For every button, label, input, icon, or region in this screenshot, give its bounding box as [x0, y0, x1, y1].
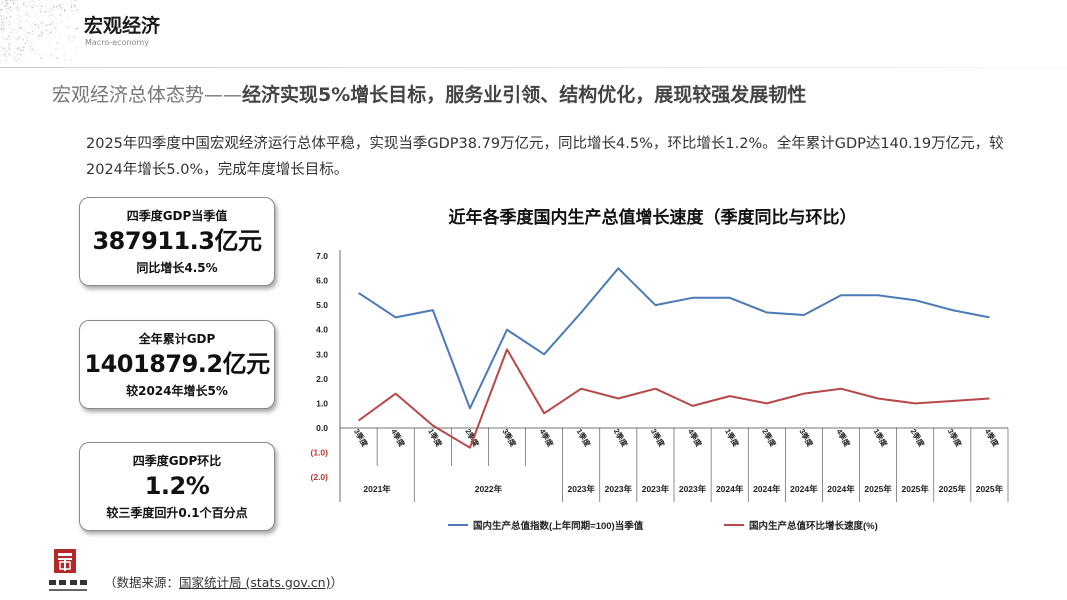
legend-label: 国内生产总值环比增长速度(%): [749, 520, 878, 532]
header-divider: [0, 67, 1067, 68]
data-source-note: （数据来源：国家统计局 (stats.gov.cn)）: [104, 572, 343, 591]
kpi-value: 1401879.2亿元: [84, 350, 270, 378]
summary-paragraph: 2025年四季度中国宏观经济运行总体平稳，实现当季GDP38.79万亿元，同比增…: [86, 136, 1004, 178]
y-tick-label: 1.0: [316, 398, 328, 408]
x-year-label: 2024年: [716, 484, 744, 494]
headline: 宏观经济总体态势——经济实现5%增长目标，服务业引领、结构优化，展现较强发展韧性: [52, 80, 806, 107]
x-year-label: 2025年: [864, 484, 892, 494]
x-quarter-label: 2季度: [760, 427, 778, 449]
section-title: 宏观经济: [84, 15, 161, 37]
x-year-label: 2023年: [605, 484, 633, 494]
headline-key: 经济实现5%增长目标，服务业引领、结构优化，展现较强发展韧性: [242, 84, 807, 106]
x-quarter-label: 2季度: [909, 427, 927, 449]
x-quarter-label: 4季度: [983, 427, 1001, 449]
kpi-value: 1.2%: [144, 472, 210, 500]
x-year-label: 2024年: [790, 484, 818, 494]
y-tick-label: 3.0: [316, 349, 328, 359]
x-year-label: 2023年: [679, 484, 707, 494]
x-quarter-label: 1季度: [723, 427, 741, 449]
x-quarter-label: 3季度: [352, 427, 370, 449]
kpi-card-q4-qoq: 四季度GDP环比 1.2% 较三季度回升0.1个百分点: [79, 442, 275, 531]
x-year-label: 2021年: [363, 484, 391, 494]
x-quarter-label: 3季度: [649, 427, 667, 449]
y-tick-label: 6.0: [316, 276, 328, 286]
y-tick-label: (1.0): [311, 448, 329, 458]
x-quarter-label: 3季度: [797, 427, 815, 449]
kpi-subtext: 同比增长4.5%: [136, 261, 218, 275]
x-year-label: 2025年: [976, 484, 1004, 494]
kpi-card-q4-gdp: 四季度GDP当季值 387911.3亿元 同比增长4.5%: [79, 197, 275, 286]
kpi-value: 387911.3亿元: [92, 227, 262, 255]
series-line-yoy: [358, 267, 990, 410]
series-line-qoq: [358, 348, 990, 449]
source-suffix: ）: [330, 575, 343, 590]
x-quarter-label: 4季度: [686, 427, 704, 449]
x-year-label: 2023年: [568, 484, 596, 494]
nanyue-logo-icon: [48, 549, 88, 591]
x-year-label: 2022年: [475, 484, 503, 494]
x-year-label: 2024年: [827, 484, 855, 494]
x-year-label: 2025年: [939, 484, 967, 494]
source-link[interactable]: 国家统计局 (stats.gov.cn): [179, 575, 331, 590]
x-year-label: 2023年: [642, 484, 670, 494]
section-subtitle: Macro-economy: [85, 38, 149, 47]
x-quarter-label: 3季度: [500, 427, 518, 449]
gdp-growth-line-chart: 7.0 6.0 5.0 4.0 3.0 2.0 1.0 0.0 (1.0) (2.0) 3季度 4季度…: [311, 250, 1009, 532]
x-quarter-label: 1季度: [872, 427, 890, 449]
x-year-label: 2025年: [902, 484, 930, 494]
y-tick-label: 5.0: [316, 300, 328, 310]
kpi-title: 四季度GDP当季值: [126, 209, 228, 223]
x-quarter-label: 2季度: [612, 427, 630, 449]
y-tick-label: 7.0: [316, 251, 328, 261]
x-quarter-label: 1季度: [575, 427, 593, 449]
headline-lead: 宏观经济总体态势——: [52, 84, 243, 106]
y-tick-label: 2.0: [316, 374, 328, 384]
kpi-subtext: 较2024年增长5%: [126, 384, 228, 398]
kpi-title: 四季度GDP环比: [132, 454, 222, 468]
x-year-label: 2024年: [753, 484, 781, 494]
legend-label: 国内生产总值指数(上年同期=100)当季值: [473, 520, 644, 532]
x-quarter-label: 3季度: [946, 427, 964, 449]
y-tick-label: 4.0: [316, 325, 328, 335]
kpi-title: 全年累计GDP: [138, 332, 216, 346]
x-quarter-label: 4季度: [834, 427, 852, 449]
source-prefix: （数据来源：: [104, 575, 180, 590]
x-quarter-label: 4季度: [389, 427, 407, 449]
y-tick-label: (2.0): [311, 472, 329, 482]
chart-title: 近年各季度国内生产总值增长速度（季度同比与环比）: [448, 208, 857, 228]
x-quarter-label: 4季度: [538, 427, 556, 449]
kpi-card-annual-gdp: 全年累计GDP 1401879.2亿元 较2024年增长5%: [79, 320, 275, 409]
y-tick-label: 0.0: [316, 423, 328, 433]
corner-dot-texture: [0, 0, 78, 62]
kpi-subtext: 较三季度回升0.1个百分点: [106, 506, 248, 520]
